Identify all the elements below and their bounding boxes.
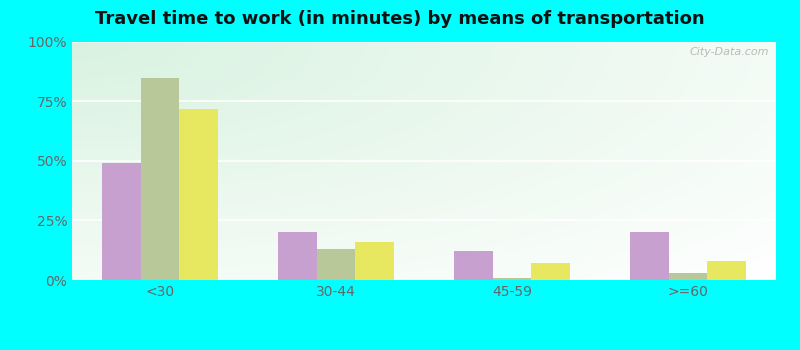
Text: City-Data.com: City-Data.com: [690, 47, 769, 57]
Text: Travel time to work (in minutes) by means of transportation: Travel time to work (in minutes) by mean…: [95, 10, 705, 28]
Bar: [102, 163, 141, 280]
Bar: [179, 108, 218, 280]
Bar: [669, 273, 707, 280]
Bar: [278, 232, 317, 280]
Bar: [630, 232, 669, 280]
Bar: [141, 78, 179, 280]
Bar: [493, 278, 531, 280]
Bar: [317, 249, 355, 280]
Bar: [531, 263, 570, 280]
Bar: [707, 261, 746, 280]
Bar: [454, 251, 493, 280]
Bar: [355, 242, 394, 280]
